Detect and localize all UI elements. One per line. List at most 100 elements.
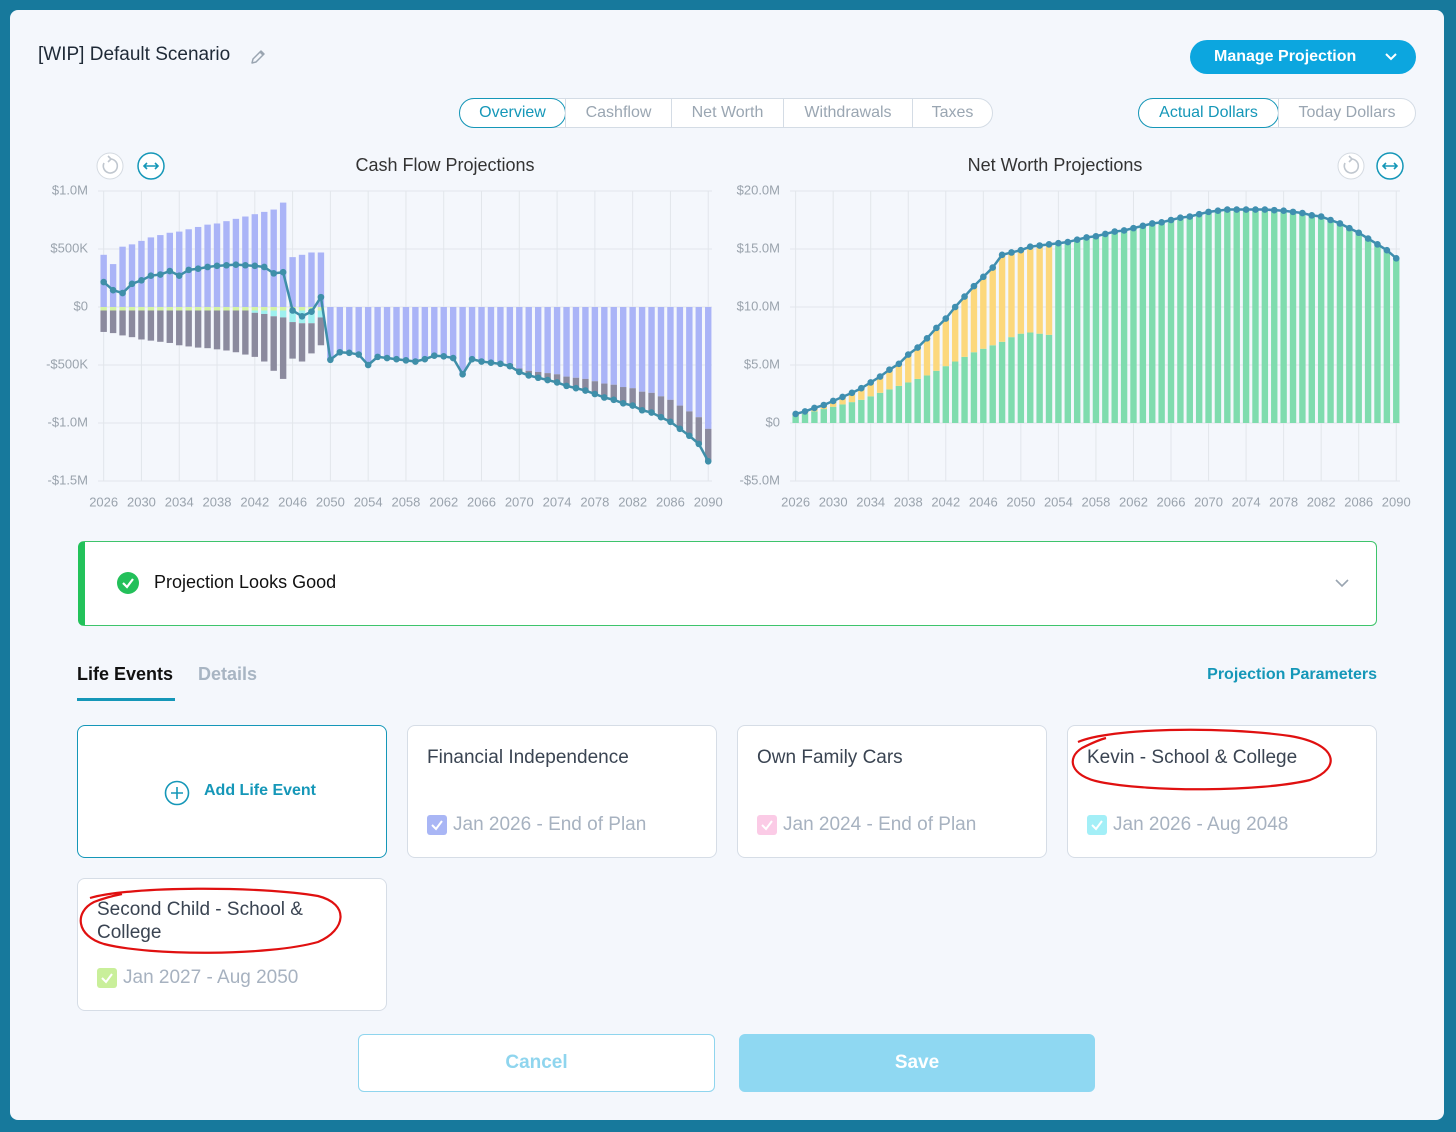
event-checkbox[interactable] <box>427 815 447 835</box>
reset-button[interactable] <box>1337 152 1365 180</box>
bar-segment <box>279 310 287 318</box>
add-event-card[interactable]: Add Life Event <box>77 725 387 858</box>
bar-segment <box>867 396 874 423</box>
bar-segment <box>270 307 277 311</box>
x-tick-label: 2038 <box>894 494 923 509</box>
expand-button[interactable] <box>137 152 165 180</box>
line-point <box>147 272 155 279</box>
line-point <box>308 308 315 315</box>
line-point <box>895 360 903 368</box>
bar-segment <box>858 388 865 400</box>
bar-segment <box>279 307 287 311</box>
bar-segment <box>109 264 117 307</box>
bar-segment <box>1008 337 1015 423</box>
line-point <box>1336 220 1344 227</box>
event-card[interactable]: Own Family Cars Jan 2024 - End of Plan <box>737 725 1047 858</box>
section-tab[interactable]: Details <box>198 664 258 684</box>
event-title: Kevin - School & College <box>1087 747 1298 768</box>
bar-segment <box>317 307 325 311</box>
y-tick-label: $20.0M <box>737 182 780 197</box>
bar-segment <box>686 307 693 412</box>
bar-segment <box>886 369 893 390</box>
line-point <box>355 351 363 358</box>
bar-segment <box>1261 209 1269 423</box>
event-card[interactable]: Financial Independence Jan 2026 - End of… <box>407 725 717 858</box>
line-point <box>951 303 959 311</box>
save-button[interactable]: Save <box>739 1034 1095 1092</box>
cancel-button[interactable]: Cancel <box>358 1034 715 1092</box>
check-mark <box>431 820 443 831</box>
bar-segment <box>1102 233 1109 423</box>
x-tick-label: 2078 <box>580 494 609 509</box>
check-mark-path <box>1091 820 1103 831</box>
line-point <box>194 265 202 273</box>
event-checkbox[interactable] <box>1087 815 1107 835</box>
event-card[interactable]: Kevin - School & College Jan 2026 - Aug … <box>1067 725 1377 858</box>
event-card[interactable]: Second Child - School & College Jan 2027… <box>77 878 387 1011</box>
event-title: Own Family Cars <box>757 747 903 768</box>
bar-segment <box>1317 216 1325 423</box>
section-tab[interactable]: Life Events <box>77 664 174 684</box>
reset-button[interactable] <box>96 152 124 180</box>
line-point <box>223 261 230 269</box>
bar-segment <box>1355 232 1362 423</box>
y-tick-label: $1.0M <box>52 182 88 197</box>
line-point <box>914 344 921 351</box>
status-banner[interactable] <box>78 541 1377 626</box>
edit-icon[interactable] <box>248 47 268 67</box>
line-point <box>440 353 448 360</box>
parameters-link[interactable]: Projection Parameters <box>1207 666 1377 683</box>
line-point <box>1064 238 1072 246</box>
line-point <box>279 268 287 276</box>
bar-segment <box>261 310 268 314</box>
event-dates-row: Jan 2026 - Aug 2048 <box>1087 814 1288 836</box>
bar-segment <box>308 310 315 324</box>
bar-segment <box>933 370 940 423</box>
x-tick-label: 2074 <box>1232 494 1261 509</box>
line-point <box>989 264 997 271</box>
tab[interactable]: Net Worth <box>671 99 783 127</box>
line-point <box>109 286 117 294</box>
expand-button[interactable] <box>1376 152 1404 180</box>
event-checkbox[interactable] <box>757 815 777 835</box>
line-point <box>1167 216 1175 224</box>
bar-segment <box>1308 215 1315 423</box>
tab[interactable]: Taxes <box>912 99 992 127</box>
tab[interactable]: Cashflow <box>565 99 671 127</box>
bar-segment <box>1167 220 1175 423</box>
line-point <box>970 282 978 290</box>
bar-segment <box>147 310 155 341</box>
line-point <box>138 277 145 284</box>
tab[interactable]: Withdrawals <box>783 99 912 127</box>
line-point <box>506 362 514 370</box>
bar-segment <box>648 392 655 413</box>
bar-segment <box>251 307 259 311</box>
manage-projection-button[interactable]: Manage Projection <box>1190 40 1416 74</box>
toggle-option[interactable]: Today Dollars <box>1278 99 1415 127</box>
line-point <box>345 349 353 357</box>
line-point <box>1327 216 1334 224</box>
check-mark-path <box>761 820 773 831</box>
bar-segment <box>128 244 136 307</box>
bar-segment <box>1055 243 1062 423</box>
bar-segment <box>327 307 334 360</box>
bar-segment <box>620 387 627 404</box>
bar-segment <box>544 307 551 374</box>
bar-segment <box>421 307 429 360</box>
bar-segment <box>1327 220 1334 423</box>
line-point <box>364 361 372 369</box>
line-point <box>1392 254 1400 262</box>
event-checkbox[interactable] <box>97 968 117 988</box>
bar-segment <box>942 318 949 367</box>
line-point <box>1270 206 1278 214</box>
line-point <box>1308 212 1316 219</box>
bar-segment <box>364 307 372 365</box>
bar-segment <box>820 409 827 423</box>
line-point <box>459 370 466 378</box>
y-tick-label: $5.0M <box>744 356 780 371</box>
bar-segment <box>185 307 192 311</box>
bar-segment <box>1120 230 1128 423</box>
bar-segment <box>811 411 818 423</box>
event-dates-row: Jan 2027 - Aug 2050 <box>97 967 298 989</box>
line-point <box>1364 235 1372 242</box>
